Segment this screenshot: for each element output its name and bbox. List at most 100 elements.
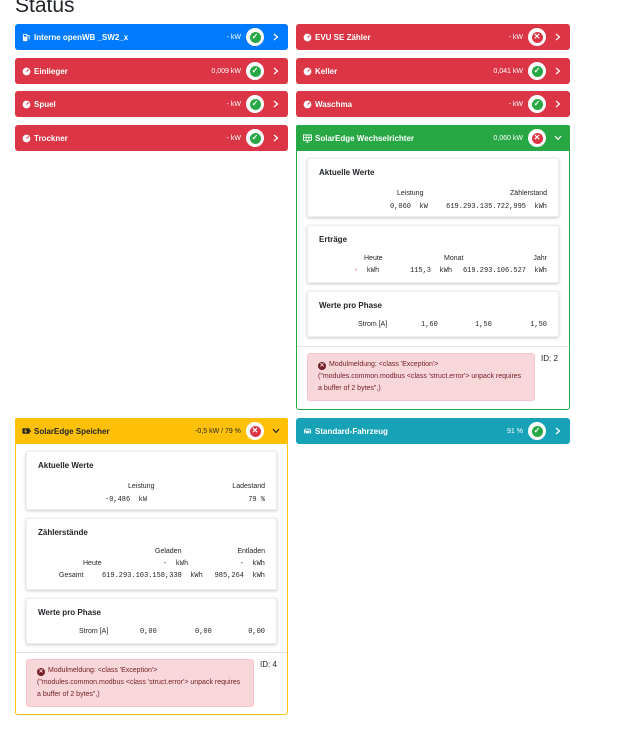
check-icon: ✓ bbox=[531, 98, 543, 110]
chevron-down-icon[interactable] bbox=[553, 125, 563, 151]
today-value: - kWh bbox=[354, 267, 380, 275]
chevron-right-icon[interactable] bbox=[553, 58, 563, 84]
power-label: Leistung bbox=[128, 483, 155, 490]
soc-value: 79 % bbox=[248, 496, 265, 504]
gauge-icon bbox=[303, 33, 312, 42]
card-inverter[interactable]: SolarEdge Wechselrichter 0,060 kW ✕ Aktu… bbox=[296, 125, 570, 410]
card-title: Keller bbox=[315, 66, 338, 76]
card-value: - kW bbox=[226, 33, 241, 41]
total-charged-value: 619.293.103.158,338 kWh bbox=[102, 572, 203, 580]
phase-2-value: 0,00 bbox=[195, 628, 212, 636]
chevron-right-icon[interactable] bbox=[553, 24, 563, 50]
chevron-right-icon[interactable] bbox=[271, 24, 281, 50]
card-header[interactable]: Standard-Fahrzeug 91 % ✓ bbox=[296, 418, 570, 444]
current-values-card: Aktuelle Werte Leistung Zählerstand 0,06… bbox=[307, 158, 559, 217]
card-value: - kW bbox=[508, 100, 523, 108]
chevron-right-icon[interactable] bbox=[271, 58, 281, 84]
power-value: -0,486 kW bbox=[105, 496, 148, 504]
card-value: -0,5 kW / 79 % bbox=[195, 427, 241, 435]
discharged-label: Entladen bbox=[237, 548, 265, 555]
meter-value: 619.293.135.722,995 kWh bbox=[446, 203, 547, 211]
gauge-icon bbox=[22, 100, 31, 109]
card-header[interactable]: Einlieger 0,009 kW ✓ bbox=[15, 58, 288, 84]
power-label: Leistung bbox=[397, 190, 424, 197]
card-header[interactable]: Trockner - kW ✓ bbox=[15, 125, 288, 151]
card-header[interactable]: Keller 0,041 kW ✓ bbox=[296, 58, 570, 84]
card-title: Trockner bbox=[34, 133, 68, 143]
status-indicator: ✓ bbox=[528, 62, 546, 80]
today-discharged-value: - kWh bbox=[239, 560, 265, 568]
card-vehicle[interactable]: Standard-Fahrzeug 91 % ✓ bbox=[296, 418, 570, 444]
current-label: Strom [A] bbox=[358, 321, 388, 328]
current-values-card: Aktuelle Werte Leistung Ladestand -0,486… bbox=[26, 451, 277, 510]
status-indicator: ✓ bbox=[246, 62, 264, 80]
module-message: ✕ Modulmeldung: <class 'Exception'> ("mod… bbox=[26, 659, 254, 707]
close-icon: ✕ bbox=[249, 425, 261, 437]
car-icon bbox=[303, 427, 312, 436]
gauge-icon bbox=[303, 67, 312, 76]
total-label: Gesamt bbox=[59, 572, 84, 579]
card-title: Spuel bbox=[34, 99, 56, 109]
today-label: Heute bbox=[364, 255, 383, 262]
card-openwb[interactable]: Interne openWB _SW2_x - kW ✓ bbox=[15, 24, 288, 50]
card-spuel[interactable]: Spuel - kW ✓ bbox=[15, 91, 288, 117]
section-title: Erträge bbox=[319, 235, 348, 244]
error-icon: ✕ bbox=[318, 362, 326, 370]
year-value: 619.293.106.527 kWh bbox=[462, 267, 547, 275]
check-icon: ✓ bbox=[531, 65, 543, 77]
solar-panel-icon bbox=[303, 133, 312, 143]
soc-label: Ladestand bbox=[232, 483, 265, 490]
card-title: Interne openWB _SW2_x bbox=[34, 32, 129, 42]
card-header[interactable]: Waschma - kW ✓ bbox=[296, 91, 570, 117]
section-title: Aktuelle Werte bbox=[38, 461, 94, 470]
card-evu[interactable]: EVU SE Zähler - kW ✕ bbox=[296, 24, 570, 50]
card-title: SolarEdge Wechselrichter bbox=[315, 133, 414, 143]
status-indicator: ✕ bbox=[528, 129, 546, 147]
battery-icon bbox=[22, 427, 31, 436]
gauge-icon bbox=[22, 67, 31, 76]
card-header[interactable]: EVU SE Zähler - kW ✕ bbox=[296, 24, 570, 50]
card-value: - kW bbox=[226, 134, 241, 142]
status-indicator: ✓ bbox=[246, 95, 264, 113]
status-indicator: ✓ bbox=[528, 422, 546, 440]
charged-label: Geladen bbox=[155, 548, 182, 555]
card-waschma[interactable]: Waschma - kW ✓ bbox=[296, 91, 570, 117]
card-value: - kW bbox=[226, 100, 241, 108]
card-title: Waschma bbox=[315, 99, 353, 109]
card-trockner[interactable]: Trockner - kW ✓ bbox=[15, 125, 288, 151]
phase-values-card: Werte pro Phase Strom [A] 0,00 0,00 0,00 bbox=[26, 598, 277, 644]
error-icon: ✕ bbox=[37, 668, 45, 676]
status-indicator: ✕ bbox=[246, 422, 264, 440]
chevron-right-icon[interactable] bbox=[553, 91, 563, 117]
card-title: Standard-Fahrzeug bbox=[315, 426, 388, 436]
chevron-right-icon[interactable] bbox=[553, 418, 563, 444]
card-header[interactable]: Interne openWB _SW2_x - kW ✓ bbox=[15, 24, 288, 50]
card-storage[interactable]: SolarEdge Speicher -0,5 kW / 79 % ✕ Aktu… bbox=[15, 418, 288, 715]
chevron-right-icon[interactable] bbox=[271, 91, 281, 117]
chevron-right-icon[interactable] bbox=[271, 125, 281, 151]
card-header[interactable]: Spuel - kW ✓ bbox=[15, 91, 288, 117]
card-title: SolarEdge Speicher bbox=[34, 426, 110, 436]
chevron-down-icon[interactable] bbox=[271, 418, 281, 444]
close-icon: ✕ bbox=[531, 31, 543, 43]
close-icon: ✕ bbox=[531, 132, 543, 144]
check-icon: ✓ bbox=[249, 98, 261, 110]
month-label: Monat bbox=[444, 255, 464, 262]
section-title: Zählerstände bbox=[38, 528, 88, 537]
card-header[interactable]: SolarEdge Speicher -0,5 kW / 79 % ✕ bbox=[15, 418, 288, 444]
total-discharged-value: 985,264 kWh bbox=[214, 572, 265, 580]
yields-card: Erträge Heute Monat Jahr - kWh 115,3 kWh… bbox=[307, 225, 559, 283]
today-charged-value: - kWh bbox=[163, 560, 189, 568]
id-label: ID: 4 bbox=[260, 660, 277, 669]
month-value: 115,3 kWh bbox=[410, 267, 453, 275]
phase-3-value: 0,00 bbox=[248, 628, 265, 636]
status-indicator: ✓ bbox=[246, 28, 264, 46]
card-header[interactable]: SolarEdge Wechselrichter 0,060 kW ✕ bbox=[296, 125, 570, 151]
card-einlieger[interactable]: Einlieger 0,009 kW ✓ bbox=[15, 58, 288, 84]
check-icon: ✓ bbox=[249, 132, 261, 144]
card-keller[interactable]: Keller 0,041 kW ✓ bbox=[296, 58, 570, 84]
card-title: Einlieger bbox=[34, 66, 68, 76]
meters-card: Zählerstände Geladen Entladen Heute - kW… bbox=[26, 518, 277, 590]
card-value: 0,060 kW bbox=[493, 134, 523, 142]
section-title: Aktuelle Werte bbox=[319, 168, 375, 177]
